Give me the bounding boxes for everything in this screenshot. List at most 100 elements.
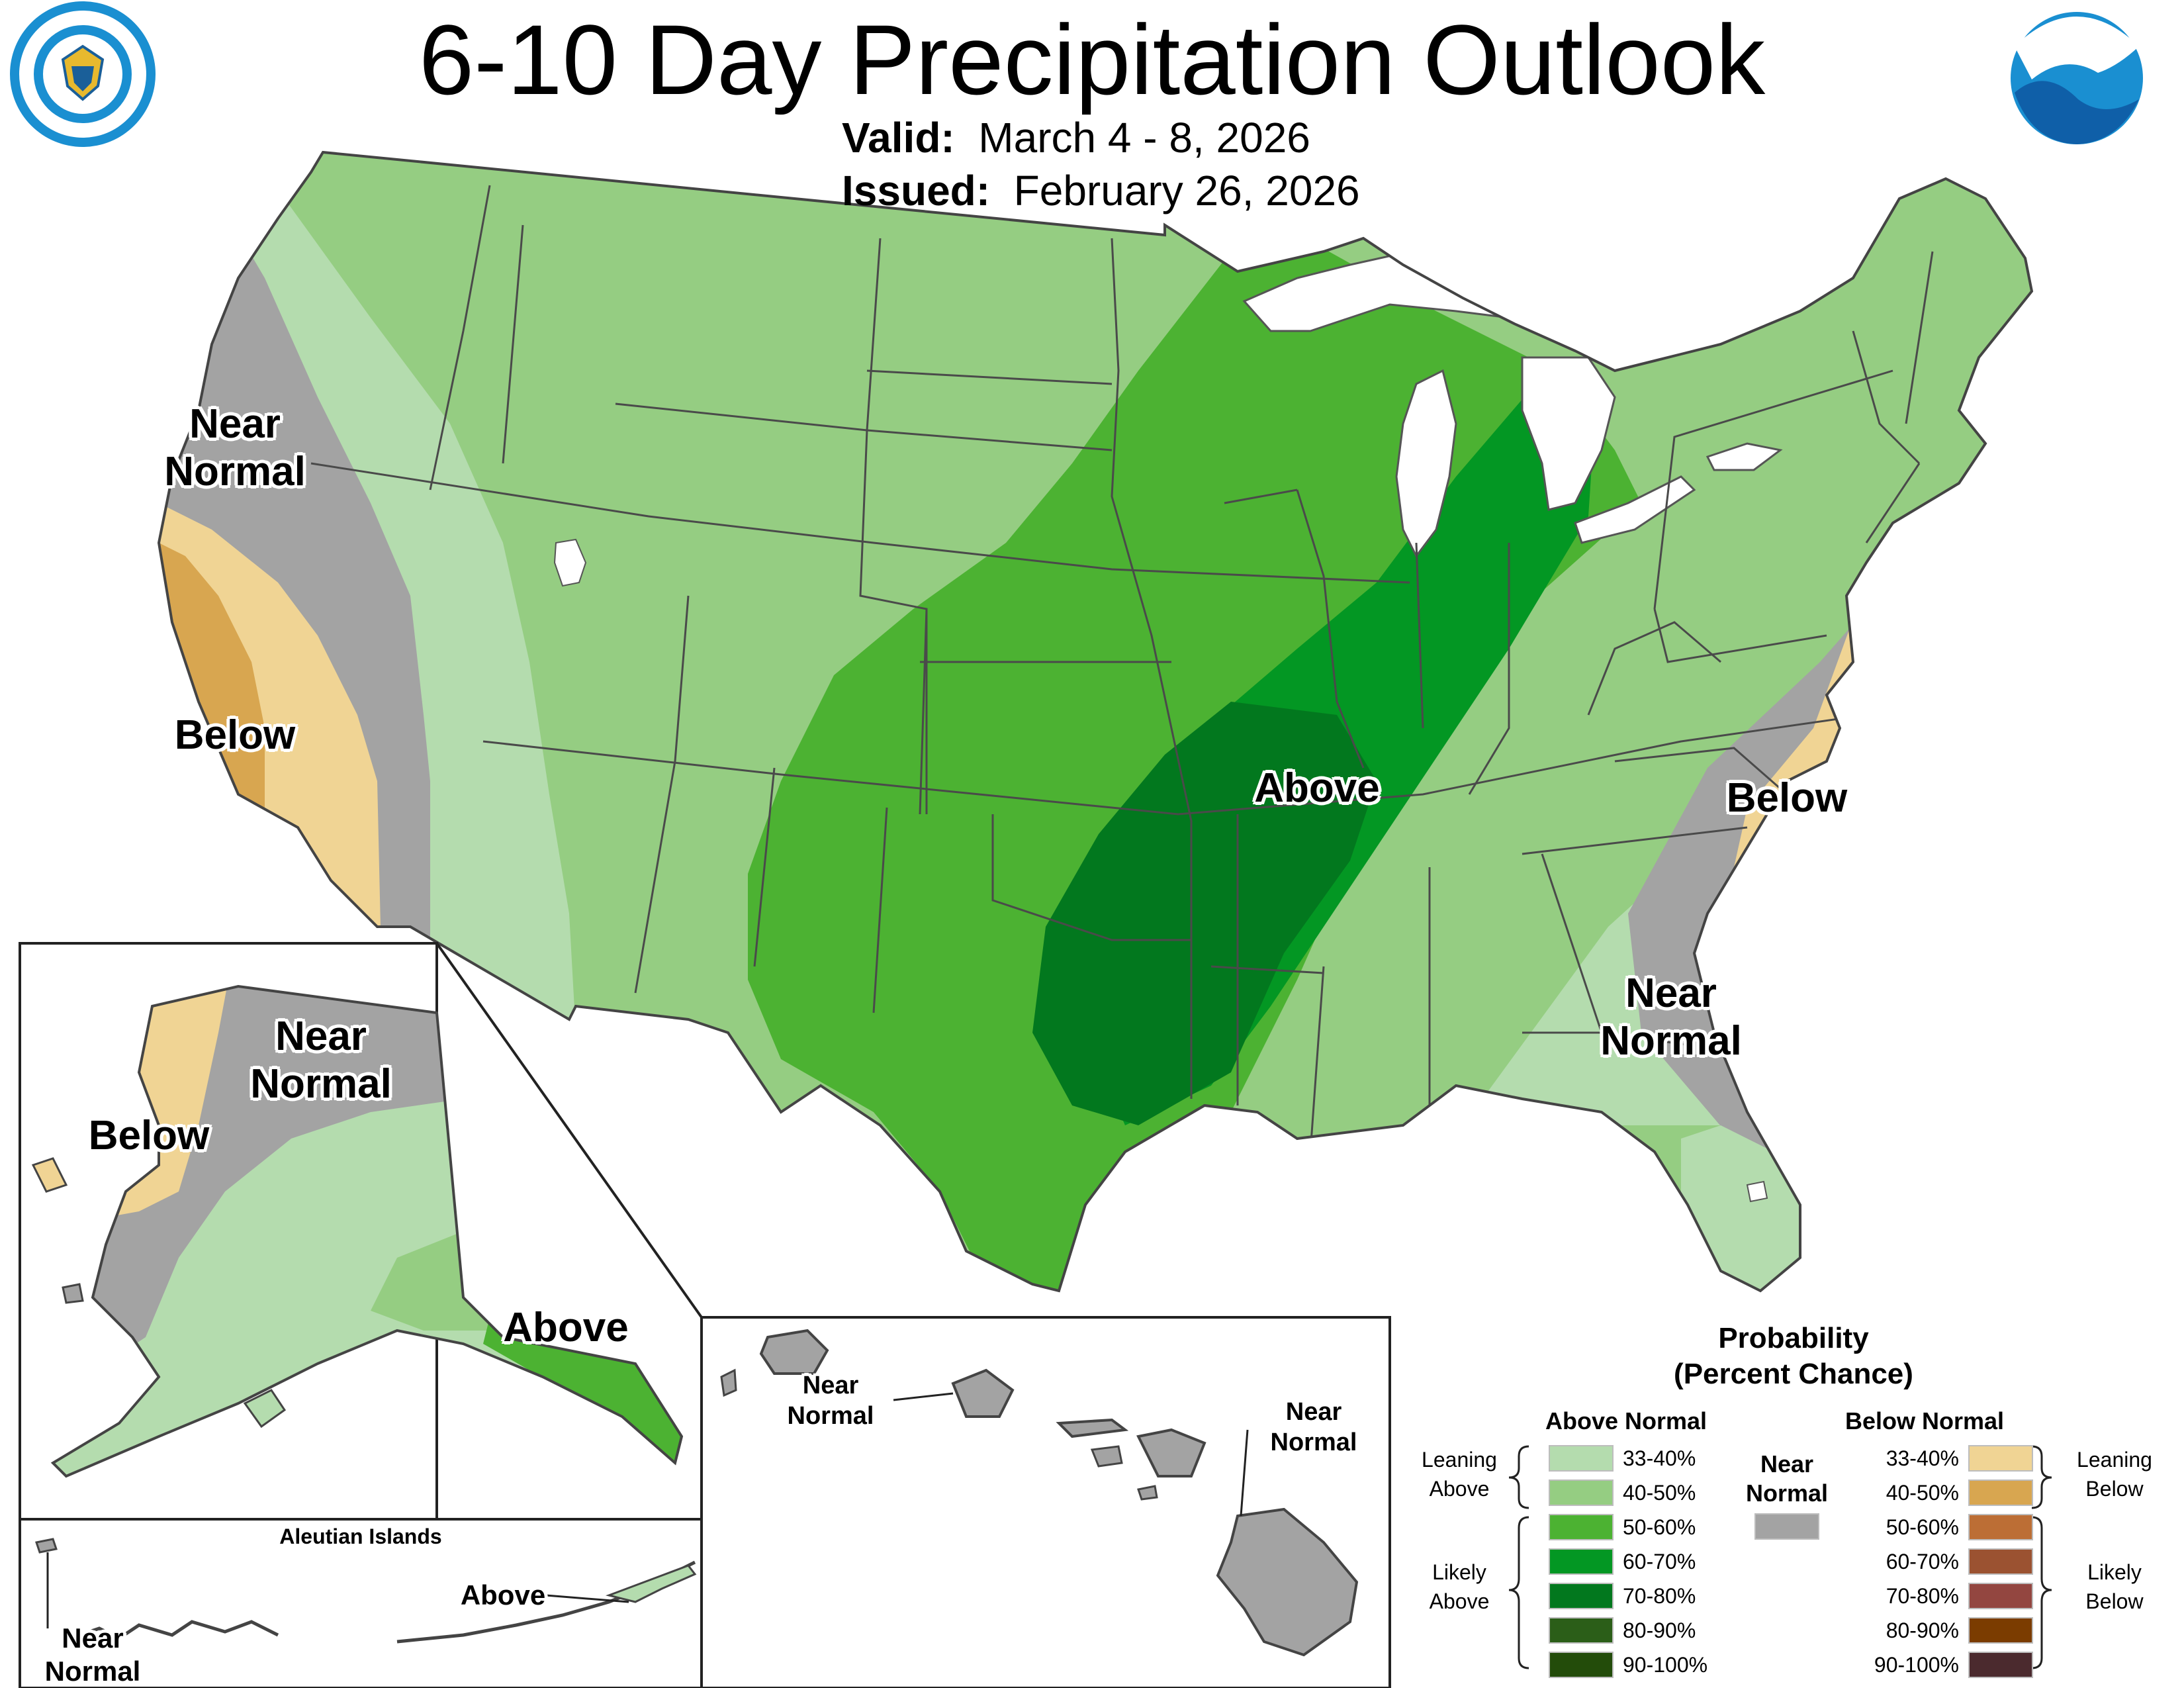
alaska-outline bbox=[50, 984, 684, 1478]
legend-title-line2: (Percent Chance) bbox=[1674, 1358, 1913, 1390]
legend-above-pct-5: 80-90% bbox=[1623, 1618, 1696, 1642]
legend-below-row-1: 40-50% bbox=[1860, 1479, 2033, 1506]
alaska-inset-leader bbox=[435, 942, 703, 1319]
legend-below-swatch-1 bbox=[1968, 1479, 2033, 1506]
legend-below-pct-0: 33-40% bbox=[1886, 1446, 1959, 1470]
legend-above-pct-0: 33-40% bbox=[1623, 1446, 1696, 1470]
label-hi-left-near-normal: Near Normal bbox=[774, 1370, 887, 1431]
legend-below-pct-3: 60-70% bbox=[1886, 1550, 1959, 1573]
zone-above-70-80 bbox=[1032, 702, 1377, 1125]
legend-likely-below-line2: Below bbox=[2085, 1589, 2144, 1613]
legend-near-line2: Normal bbox=[1745, 1479, 1829, 1507]
legend-below-pct-6: 90-100% bbox=[1874, 1653, 1959, 1677]
valid-label: Valid: bbox=[842, 114, 955, 162]
label-west-near: Near bbox=[189, 401, 281, 447]
legend-above-pct-2: 50-60% bbox=[1623, 1515, 1696, 1539]
legend-leaning-above: Leaning Above bbox=[1406, 1445, 1512, 1503]
lake-ontario bbox=[1706, 442, 1783, 471]
issued-date: February 26, 2026 bbox=[1013, 167, 1360, 214]
conus-outline bbox=[157, 150, 2034, 1293]
kodiak-island bbox=[243, 1389, 287, 1429]
st-lawrence-island bbox=[31, 1157, 68, 1193]
label-se-near: Near bbox=[1625, 970, 1717, 1016]
label-west-normal: Normal bbox=[164, 449, 306, 494]
legend-above-row-0: 33-40% bbox=[1549, 1445, 1696, 1472]
label-hi-left-near: Near bbox=[802, 1372, 859, 1399]
legend-above-swatch-0 bbox=[1549, 1445, 1614, 1472]
great-salt-lake bbox=[553, 538, 587, 587]
legend-below-row-0: 33-40% bbox=[1860, 1445, 2033, 1472]
legend-leaning-below-line1: Leaning bbox=[2077, 1448, 2152, 1472]
legend-below-pct-2: 50-60% bbox=[1886, 1515, 1959, 1539]
molokai-island bbox=[1056, 1418, 1129, 1438]
department-of-commerce-seal-icon bbox=[10, 1, 156, 147]
legend-above-pct-6: 90-100% bbox=[1623, 1653, 1708, 1677]
hawaii-left-leader bbox=[893, 1392, 954, 1401]
hawaii-right-leader bbox=[1240, 1429, 1249, 1517]
label-hi-right-near-normal: Near Normal bbox=[1257, 1397, 1370, 1458]
legend-above-swatch-2 bbox=[1549, 1514, 1614, 1540]
label-se-near-normal: Near Normal bbox=[1569, 970, 1774, 1065]
legend-above-row-3: 60-70% bbox=[1549, 1548, 1696, 1575]
big-island bbox=[1216, 1507, 1359, 1657]
label-west-below: Below bbox=[174, 712, 296, 758]
attu-island bbox=[35, 1538, 58, 1554]
lanai-island bbox=[1090, 1445, 1123, 1468]
kauai-island bbox=[759, 1329, 829, 1375]
legend-below-row-3: 60-70% bbox=[1860, 1548, 2033, 1575]
label-central-above: Above bbox=[1254, 765, 1380, 811]
legend-above-swatch-5 bbox=[1549, 1617, 1614, 1644]
nunivak-island bbox=[62, 1283, 84, 1304]
legend-above-row-2: 50-60% bbox=[1549, 1514, 1696, 1540]
legend-likely-below-line1: Likely bbox=[2087, 1560, 2142, 1584]
label-aleutian-near: Near bbox=[62, 1622, 124, 1654]
label-ak-near-normal: Near Normal bbox=[218, 1013, 424, 1108]
legend-braces bbox=[1508, 1445, 2052, 1669]
legend-above-row-6: 90-100% bbox=[1549, 1652, 1707, 1678]
maui-island bbox=[1136, 1428, 1206, 1477]
label-hi-left-normal: Normal bbox=[787, 1402, 874, 1430]
legend-below-row-6: 90-100% bbox=[1860, 1652, 2033, 1678]
legend-likely-above-line1: Likely bbox=[1432, 1560, 1486, 1584]
oahu-island bbox=[951, 1368, 1015, 1418]
legend-above-header: Above Normal bbox=[1545, 1407, 1707, 1434]
aleutian-above-leader bbox=[545, 1594, 629, 1603]
issued-line: Issued: February 26, 2026 bbox=[842, 167, 1360, 214]
legend-below-pct-1: 40-50% bbox=[1886, 1481, 1959, 1505]
legend-above-row-4: 70-80% bbox=[1549, 1583, 1696, 1609]
legend-below-swatch-3 bbox=[1968, 1548, 2033, 1575]
label-ak-normal: Normal bbox=[250, 1061, 392, 1107]
legend-below-row-2: 50-60% bbox=[1860, 1514, 2033, 1540]
label-ak-near: Near bbox=[275, 1013, 367, 1059]
label-aleutian-above: Above bbox=[460, 1579, 546, 1611]
brace-likely-above bbox=[1508, 1516, 1529, 1669]
label-aleutian-near-normal: Near Normal bbox=[43, 1622, 142, 1688]
aleutian-chain-west bbox=[79, 1620, 279, 1640]
legend-near-normal-swatch bbox=[1754, 1513, 1819, 1540]
lake-okeechobee bbox=[1746, 1180, 1768, 1203]
legend-below-header: Below Normal bbox=[1845, 1407, 2005, 1434]
legend-likely-above-line2: Above bbox=[1429, 1589, 1490, 1613]
legend-above-pct-3: 60-70% bbox=[1623, 1550, 1696, 1573]
legend-leaning-above-line1: Leaning bbox=[1422, 1448, 1497, 1472]
label-ak-below: Below bbox=[88, 1113, 210, 1158]
niihau-island bbox=[720, 1368, 737, 1397]
ak-zone-above-50-60 bbox=[483, 1311, 682, 1476]
legend-above-pct-1: 40-50% bbox=[1623, 1481, 1696, 1505]
page-title: 6-10 Day Precipitation Outlook bbox=[418, 4, 1766, 115]
legend-above-row-5: 80-90% bbox=[1549, 1617, 1696, 1644]
legend-above-row-1: 40-50% bbox=[1549, 1479, 1696, 1506]
lake-michigan bbox=[1395, 369, 1457, 558]
legend-below-pct-5: 80-90% bbox=[1886, 1618, 1959, 1642]
label-east-below: Below bbox=[1726, 775, 1848, 821]
brace-likely-below bbox=[2031, 1516, 2052, 1669]
aleutian-title: Aleutian Islands bbox=[279, 1524, 442, 1548]
label-hi-right-normal: Normal bbox=[1270, 1429, 1357, 1456]
noaa-logo-icon bbox=[2011, 12, 2143, 144]
legend-below-pct-4: 70-80% bbox=[1886, 1584, 1959, 1608]
legend-likely-below: Likely Below bbox=[2062, 1558, 2167, 1616]
aleutian-east-above-islands bbox=[605, 1564, 697, 1603]
legend-above-swatch-6 bbox=[1549, 1652, 1614, 1678]
legend-above-swatch-3 bbox=[1549, 1548, 1614, 1575]
valid-dates: March 4 - 8, 2026 bbox=[978, 114, 1310, 162]
